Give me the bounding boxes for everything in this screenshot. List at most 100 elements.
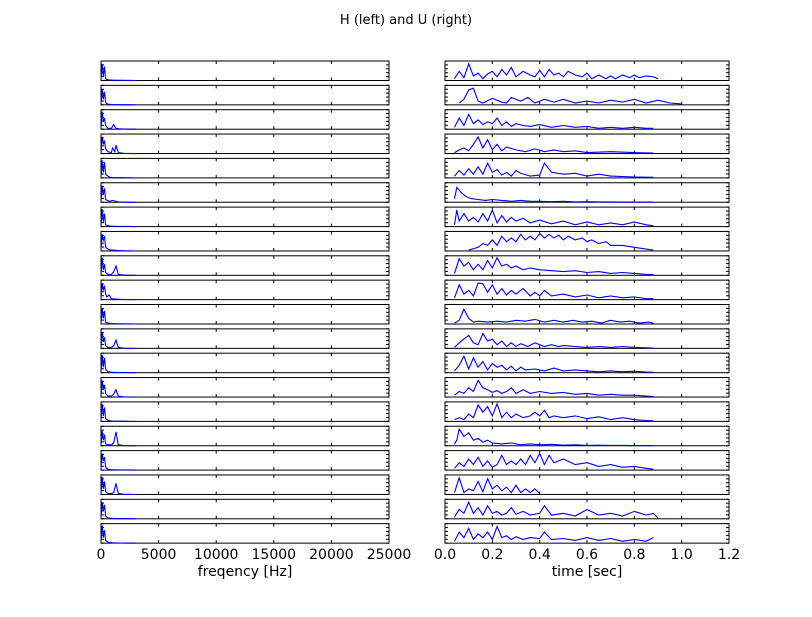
left-subplot-19 [100, 498, 390, 520]
right-subplot-11 [444, 304, 730, 325]
left-series-line [100, 430, 136, 447]
left-xtick-label: 0 [97, 547, 106, 563]
left-subplot-frame [100, 84, 390, 106]
right-subplot-15 [444, 401, 730, 422]
left-subplot-18 [100, 474, 390, 496]
right-subplot-18 [444, 474, 730, 495]
left-subplot-frame [100, 255, 390, 276]
left-series-line [100, 502, 136, 520]
right-series-line [468, 232, 654, 251]
left-xtick-label: 20000 [309, 547, 354, 563]
left-series-line [100, 208, 136, 228]
right-series-line [454, 62, 659, 80]
left-subplot-15 [100, 401, 390, 422]
left-subplot-17 [100, 450, 390, 471]
right-series-line [454, 332, 654, 349]
left-series-line [100, 282, 136, 301]
right-series-line [454, 307, 654, 324]
subplot-panels: 0 5000 10000 15000 20000 25000 freqency [Hz] 0.… [97, 60, 740, 580]
left-subplot-6 [100, 182, 390, 203]
left-subplot-16 [100, 425, 390, 447]
left-subplot-frame [100, 328, 390, 349]
right-series-line [454, 161, 654, 178]
right-subplot-5 [444, 157, 730, 179]
left-xtick-label: 5000 [141, 547, 177, 563]
right-subplot-6 [444, 182, 730, 203]
left-series-line [100, 111, 136, 130]
left-subplot-8 [100, 230, 390, 252]
left-subplot-frame [100, 157, 390, 179]
left-subplot-1 [100, 60, 390, 82]
right-series-line [453, 475, 541, 494]
left-subplot-frame [100, 109, 390, 130]
left-subplot-frame [100, 304, 390, 325]
right-xtick-label: 1.0 [671, 547, 693, 563]
left-series-line [100, 89, 136, 106]
left-series-line [100, 331, 136, 349]
right-series-line [454, 525, 654, 542]
right-subplot-8 [444, 230, 730, 252]
left-xtick-label: 15000 [252, 547, 297, 563]
left-series-line [100, 63, 136, 82]
left-xaxis-label: freqency [Hz] [198, 564, 293, 580]
left-series-line [100, 185, 136, 203]
right-subplot-9 [444, 255, 730, 276]
left-subplot-frame [100, 182, 390, 203]
right-subplot-3 [444, 109, 730, 130]
right-series-line [454, 113, 654, 129]
right-subplot-4 [444, 133, 730, 155]
left-subplot-frame [100, 523, 390, 544]
right-xtick-label: 0.0 [434, 547, 456, 563]
left-subplot-frame [100, 401, 390, 422]
left-series-line [100, 453, 136, 471]
left-subplot-7 [100, 206, 390, 228]
left-subplot-frame [100, 206, 390, 228]
right-subplot-10 [444, 279, 730, 301]
left-subplot-frame [100, 352, 390, 374]
left-subplot-5 [100, 157, 390, 179]
left-subplot-frame [100, 498, 390, 520]
left-subplot-frame [100, 230, 390, 252]
left-subplot-frame [100, 60, 390, 81]
right-column: 0.0 0.2 0.4 0.6 0.8 1.0 1.2 time [sec] [434, 60, 740, 580]
left-subplot-20 [100, 523, 390, 544]
right-subplot-19 [444, 498, 730, 520]
left-series-line [100, 257, 136, 276]
left-series-line [100, 308, 136, 325]
left-series-line [100, 476, 136, 496]
left-column: 0 5000 10000 15000 20000 25000 freqency [Hz] [97, 60, 411, 580]
left-series-line [100, 234, 136, 252]
left-series-line [100, 136, 136, 155]
left-subplot-11 [100, 304, 390, 325]
left-subplot-frame [100, 474, 390, 495]
left-subplot-9 [100, 255, 390, 276]
left-series-line [100, 380, 136, 398]
right-series-line [454, 379, 654, 398]
right-subplot-14 [444, 377, 730, 398]
right-xtick-label: 0.8 [623, 547, 645, 563]
left-subplot-frame [100, 377, 390, 398]
right-subplot-16 [444, 425, 730, 447]
right-xtick-label: 1.2 [718, 547, 740, 563]
left-subplot-2 [100, 84, 390, 106]
left-subplot-3 [100, 109, 390, 130]
left-subplot-frame [100, 133, 390, 155]
right-xtick-label: 0.2 [481, 547, 503, 563]
left-subplot-10 [100, 279, 390, 301]
right-series-line [453, 208, 654, 227]
right-xtick-label: 0.4 [529, 547, 551, 563]
right-series-line [453, 186, 654, 203]
left-subplot-12 [100, 328, 390, 349]
right-subplot-12 [444, 328, 730, 349]
right-series-line [454, 500, 659, 519]
left-series-line [100, 525, 136, 544]
right-series-line [454, 452, 654, 470]
left-series-line [100, 403, 136, 422]
left-series-line [100, 355, 136, 374]
figure-title: H (left) and U (right) [340, 13, 472, 28]
left-subplot-13 [100, 352, 390, 374]
left-subplot-4 [100, 133, 390, 155]
right-xtick-label: 0.6 [576, 547, 598, 563]
right-subplot-17 [444, 450, 730, 471]
